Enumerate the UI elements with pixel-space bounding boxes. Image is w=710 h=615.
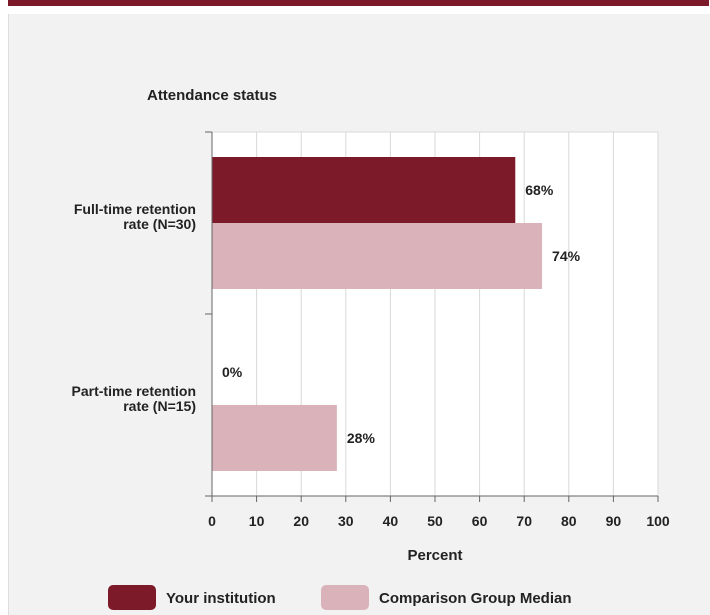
legend: Your institution Comparison Group Median — [108, 585, 572, 610]
x-tick-label: 0 — [208, 513, 216, 529]
category-label: Part-time retention rate (N=15) — [72, 383, 196, 414]
x-tick-label: 60 — [472, 513, 488, 529]
legend-swatch — [321, 585, 369, 610]
category-label-line: Full-time retention — [74, 201, 196, 217]
top-rule — [8, 0, 709, 6]
x-tick-label: 90 — [606, 513, 622, 529]
bar — [212, 157, 516, 223]
legend-swatch — [108, 585, 156, 610]
plot-area: 68% 74% Full-time retention rate (N=30) 0% 28… — [72, 131, 670, 529]
data-label: 68% — [525, 182, 554, 198]
legend-label: Your institution — [166, 590, 276, 607]
x-tick-label: 40 — [383, 513, 399, 529]
data-label: 28% — [347, 430, 376, 446]
x-tick-label: 70 — [516, 513, 532, 529]
x-tick-label: 10 — [249, 513, 265, 529]
data-label: 74% — [552, 248, 581, 264]
x-tick-label: 80 — [561, 513, 577, 529]
x-tick-label: 20 — [293, 513, 309, 529]
x-tick-label: 30 — [338, 513, 354, 529]
x-tick-label: 100 — [646, 513, 670, 529]
category-label: Full-time retention rate (N=30) — [74, 201, 196, 232]
bar — [212, 223, 543, 289]
category-label-line: Part-time retention — [72, 383, 196, 399]
x-axis-title: Percent — [407, 547, 462, 564]
x-tick-label: 50 — [427, 513, 443, 529]
bar — [212, 405, 337, 471]
category-label-line: rate (N=15) — [123, 398, 196, 414]
chart-title: Attendance status — [147, 87, 277, 104]
legend-label: Comparison Group Median — [379, 590, 572, 607]
data-label: 0% — [222, 364, 243, 380]
category-label-line: rate (N=30) — [123, 216, 196, 232]
